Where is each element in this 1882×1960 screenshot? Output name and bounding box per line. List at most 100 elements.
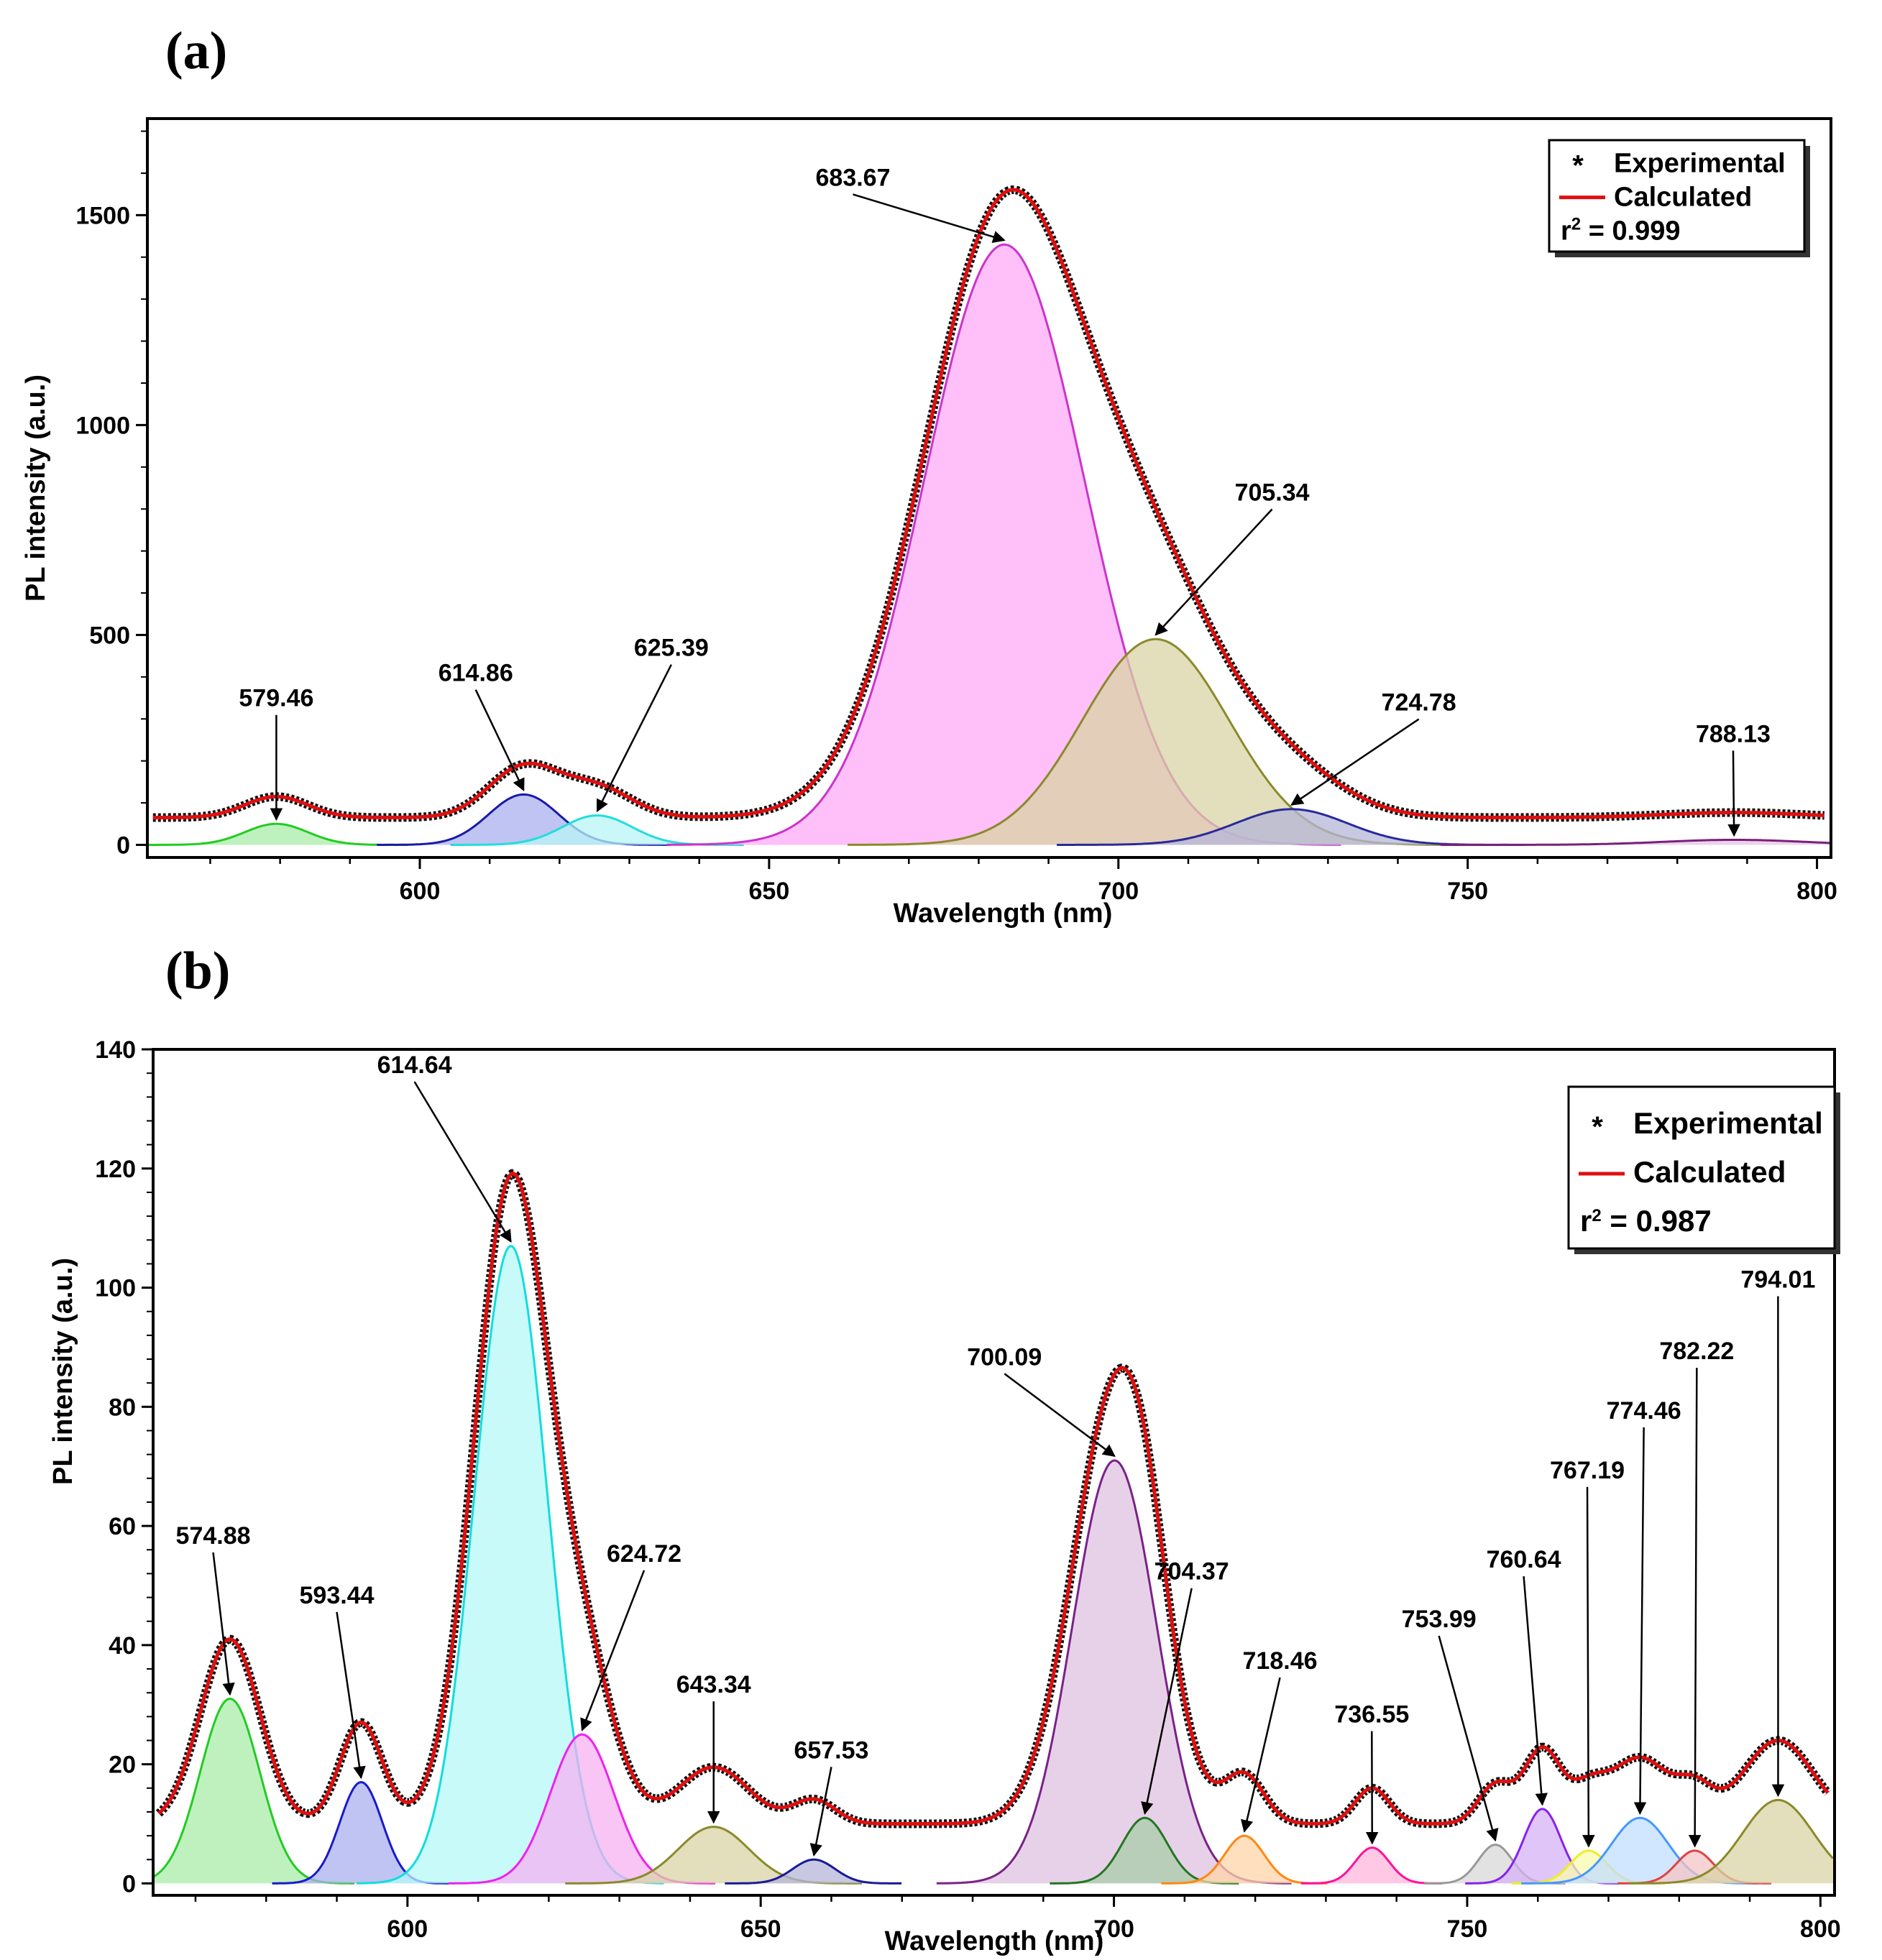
- component-curve-657.53: [725, 1858, 902, 1885]
- axes-frame: [146, 117, 1832, 859]
- peak-label-614.64: 614.64: [377, 1052, 452, 1079]
- peak-arrow-625.39: [596, 664, 672, 813]
- x-tick-label: 750: [1447, 878, 1488, 905]
- component-fill-657.53: [725, 1859, 903, 1884]
- y-tick-label: 100: [95, 1275, 136, 1302]
- x-tick-label: 600: [387, 1915, 428, 1943]
- peak-label-736.55: 736.55: [1334, 1701, 1409, 1729]
- component-curve-579.46: [147, 822, 408, 846]
- peak-label-657.53: 657.53: [794, 1736, 868, 1764]
- peak-arrow-788.13: [1727, 750, 1740, 837]
- peak-label-774.46: 774.46: [1607, 1397, 1681, 1425]
- legend-box: [1567, 1085, 1836, 1250]
- peak-arrow-705.34: [1155, 508, 1273, 636]
- peak-arrow-724.78: [1290, 718, 1420, 806]
- component-fill-794.01: [1630, 1800, 1835, 1884]
- peak-arrow-593.44: [336, 1611, 366, 1780]
- peak-label-683.67: 683.67: [816, 164, 891, 191]
- axes-frame: [152, 1048, 1836, 1897]
- peak-arrow-614.64: [413, 1081, 512, 1243]
- y-axis-title: PL intensity (a.u.): [48, 1258, 78, 1485]
- plot-area: [147, 185, 1831, 846]
- component-fill-683.67: [666, 244, 1342, 845]
- peak-label-704.37: 704.37: [1155, 1558, 1229, 1586]
- component-fill-782.22: [1617, 1850, 1772, 1884]
- legend-r2-prefix: r: [1580, 1204, 1592, 1238]
- x-tick-label: 750: [1447, 1915, 1488, 1943]
- legend-r2-prefix: r: [1561, 216, 1571, 247]
- x-tick-label: 600: [400, 878, 441, 905]
- peak-arrow-614.86: [474, 689, 525, 791]
- x-axis-title: Wavelength (nm): [885, 1926, 1104, 1956]
- peak-arrow-704.37: [1141, 1588, 1193, 1815]
- component-fill-724.78: [1057, 809, 1527, 845]
- calculated-series: [157, 1172, 1830, 1826]
- y-tick-label: 0: [122, 1870, 136, 1897]
- peak-arrow-782.22: [1688, 1368, 1702, 1848]
- component-fill-643.34: [565, 1826, 863, 1884]
- component-fill-705.34: [848, 639, 1464, 845]
- x-tick-label: 700: [1098, 878, 1139, 905]
- peak-arrow-574.88: [212, 1552, 235, 1696]
- component-fill-736.55: [1300, 1847, 1443, 1884]
- x-tick-label: 800: [1796, 878, 1837, 905]
- peak-arrow-774.46: [1633, 1427, 1647, 1815]
- calculated-series: [152, 188, 1824, 819]
- component-fill-760.64: [1465, 1808, 1620, 1884]
- component-fill-788.13: [1441, 839, 1831, 845]
- component-fill-718.46: [1161, 1836, 1328, 1884]
- component-fill-753.99: [1424, 1844, 1567, 1884]
- legend-box: [1548, 139, 1806, 253]
- peak-label-782.22: 782.22: [1659, 1338, 1734, 1365]
- peak-arrow-760.64: [1523, 1576, 1548, 1806]
- legend-experimental-label: Experimental: [1633, 1106, 1823, 1140]
- component-curve-736.55: [1300, 1846, 1443, 1885]
- plot-area: [153, 1169, 1835, 1885]
- x-tick-label: 650: [749, 878, 790, 905]
- y-tick-label: 0: [116, 832, 130, 859]
- component-fill-774.46: [1521, 1818, 1759, 1884]
- x-axis-title: Wavelength (nm): [894, 898, 1113, 929]
- experimental-series: [155, 1169, 1832, 1828]
- peak-arrow-657.53: [809, 1767, 832, 1857]
- peak-arrow-683.67: [853, 193, 1006, 244]
- panel-b-chart: 600 650 700 750 800 0 20 40 60 80 100 120 140 Wavelen…: [48, 1036, 1841, 1956]
- component-curve-794.01: [1630, 1798, 1834, 1885]
- component-fill-614.64: [357, 1246, 666, 1884]
- y-axis-title: PL intensity (a.u.): [21, 374, 51, 602]
- peak-label-593.44: 593.44: [300, 1582, 375, 1609]
- component-fill-625.39: [450, 815, 744, 845]
- legend-r2-label: r2 = 0.999: [1561, 215, 1681, 247]
- peak-label-700.09: 700.09: [967, 1343, 1042, 1371]
- peak-label-614.86: 614.86: [439, 660, 513, 687]
- legend-calculated-label: Calculated: [1614, 183, 1752, 213]
- x-tick-label: 700: [1093, 1915, 1134, 1943]
- peak-label-625.39: 625.39: [634, 635, 709, 662]
- component-fill-593.44: [272, 1782, 451, 1884]
- x-tick-label: 800: [1800, 1915, 1841, 1943]
- component-curve-788.13: [1441, 839, 1830, 846]
- y-tick-label: 80: [109, 1394, 136, 1421]
- peak-label-579.46: 579.46: [239, 685, 313, 712]
- legend-calculated-label: Calculated: [1633, 1155, 1786, 1189]
- y-tick-label: 140: [95, 1036, 136, 1064]
- y-tick-label: 1000: [75, 412, 130, 439]
- legend-r2-value: = 0.999: [1581, 216, 1680, 247]
- peak-label-643.34: 643.34: [676, 1671, 751, 1698]
- peak-label-724.78: 724.78: [1382, 689, 1456, 717]
- y-tick-label: 500: [89, 622, 130, 649]
- peak-label-794.01: 794.01: [1740, 1266, 1815, 1294]
- y-tick-label: 1500: [75, 202, 130, 229]
- peak-label-753.99: 753.99: [1402, 1606, 1477, 1633]
- y-tick-label: 60: [109, 1513, 136, 1540]
- x-tick-label: 650: [740, 1915, 781, 1943]
- component-fill-767.19: [1511, 1850, 1666, 1884]
- peak-label-788.13: 788.13: [1696, 720, 1771, 747]
- peak-label-718.46: 718.46: [1243, 1647, 1318, 1675]
- legend-r2-value: = 0.987: [1602, 1204, 1712, 1238]
- legend-experimental-label: Experimental: [1614, 149, 1786, 179]
- y-tick-label: 20: [109, 1752, 136, 1779]
- legend-r2-label: r2 = 0.987: [1580, 1204, 1712, 1238]
- component-fill-700.09: [936, 1460, 1293, 1884]
- y-tick-label: 120: [95, 1156, 136, 1183]
